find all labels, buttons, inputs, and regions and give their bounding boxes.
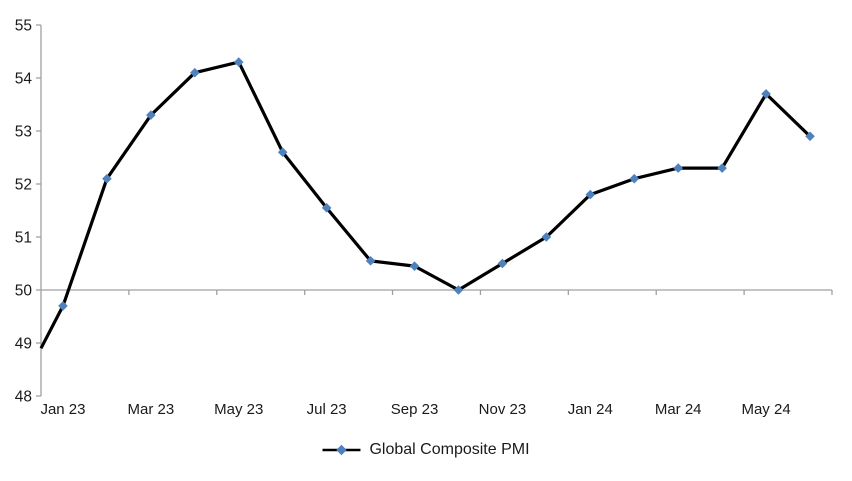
data-point-marker — [321, 203, 332, 213]
data-point-marker — [629, 173, 640, 184]
data-point-marker — [146, 110, 156, 120]
y-axis-tick-label: 55 — [15, 18, 32, 35]
y-axis-tick-label: 52 — [15, 177, 32, 194]
y-axis-tick-label: 54 — [15, 71, 33, 88]
x-axis-tick-label: Sep 23 — [391, 401, 439, 418]
data-point-marker — [541, 232, 552, 242]
data-point-marker — [58, 301, 68, 311]
data-point-marker — [365, 256, 376, 266]
data-point-marker — [102, 173, 112, 184]
x-axis-tick-label: Jan 24 — [568, 401, 613, 418]
data-point-marker — [497, 258, 508, 269]
x-axis-tick-label: May 24 — [741, 401, 790, 418]
x-axis-tick-label: Mar 23 — [128, 401, 175, 418]
x-axis-tick-label: Mar 24 — [655, 401, 702, 418]
x-axis-tick-label: Jul 23 — [307, 401, 347, 418]
data-point-marker — [717, 163, 727, 173]
y-axis-tick-label: 51 — [15, 230, 32, 247]
x-axis-tick-label: May 23 — [214, 401, 263, 418]
legend-key — [322, 444, 361, 456]
data-point-marker — [190, 67, 200, 78]
data-point-marker — [585, 189, 596, 200]
y-axis-tick-label: 50 — [15, 283, 33, 300]
series-line — [39, 60, 812, 350]
x-axis-tick-label: Jan 23 — [40, 401, 85, 418]
data-point-marker — [673, 163, 683, 173]
data-point-marker — [409, 261, 420, 271]
data-point-marker — [761, 89, 771, 99]
y-axis-tick-label: 49 — [15, 336, 32, 353]
data-point-marker — [805, 131, 815, 142]
data-point-marker — [233, 57, 244, 67]
x-axis-tick-label: Nov 23 — [479, 401, 527, 418]
legend-label: Global Composite PMI — [369, 441, 530, 458]
legend-diamond-marker-icon — [336, 444, 347, 456]
y-axis-tick-label: 48 — [15, 389, 32, 406]
chart-legend: Global Composite PMI — [322, 441, 530, 459]
data-point-marker — [277, 147, 288, 157]
data-point-marker — [453, 285, 464, 295]
y-axis-tick-label: 53 — [15, 124, 32, 141]
